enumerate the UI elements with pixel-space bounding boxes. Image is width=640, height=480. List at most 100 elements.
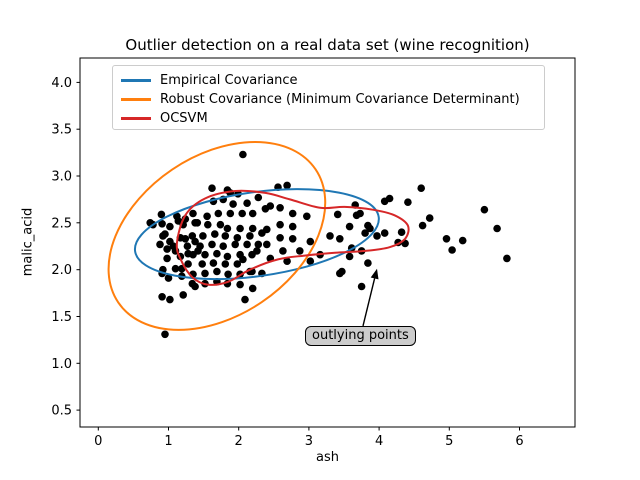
scatter-point: [248, 209, 257, 218]
scatter-point: [231, 240, 239, 249]
scatter-point: [336, 235, 344, 243]
scatter-point: [158, 293, 166, 301]
scatter-point: [191, 282, 199, 291]
scatter-point: [221, 260, 230, 268]
y-tick-label: 4.0: [51, 76, 72, 91]
scatter-point: [164, 274, 173, 282]
scatter-point: [356, 209, 364, 218]
scatter-point: [166, 237, 174, 246]
scatter-point: [254, 193, 263, 202]
scatter-point: [266, 202, 275, 210]
scatter-point: [183, 242, 192, 250]
scatter-point: [188, 232, 197, 240]
scatter-point: [223, 252, 232, 261]
scatter-point: [208, 240, 216, 249]
legend-label: Empirical Covariance: [160, 73, 298, 88]
scatter-point: [243, 199, 251, 207]
scatter-point: [236, 280, 244, 289]
scatter-point: [283, 257, 291, 266]
scatter-point: [208, 184, 216, 192]
scatter-point: [181, 235, 190, 243]
scatter-point: [385, 194, 394, 203]
scatter-point: [199, 232, 207, 240]
scatter-point: [246, 232, 254, 240]
scatter-point: [213, 249, 221, 258]
scatter-point: [159, 232, 167, 240]
y-tick-label: 3.0: [51, 170, 72, 185]
scatter-point: [248, 284, 257, 293]
legend-line-swatch: [121, 79, 151, 82]
scatter-point: [503, 254, 511, 263]
scatter-point: [156, 240, 164, 249]
scatter-point: [191, 237, 199, 246]
scatter-point: [241, 295, 249, 304]
scatter-point: [480, 205, 489, 214]
scatter-point: [243, 240, 251, 249]
legend-item: Robust Covariance (Minimum Covariance De…: [121, 90, 544, 109]
scatter-point: [254, 240, 263, 249]
scatter-point: [458, 236, 467, 245]
x-axis-label: ash: [316, 450, 339, 465]
scatter-point: [493, 224, 501, 233]
scatter-point: [442, 235, 451, 243]
scatter-point: [404, 198, 412, 206]
y-tick-label: 0.5: [51, 404, 72, 419]
scatter-point: [283, 181, 291, 190]
annotation-arrow-line: [362, 278, 376, 327]
scatter-point: [345, 222, 354, 231]
legend-label: OCSVM: [160, 111, 208, 126]
scatter-point: [238, 209, 246, 218]
scatter-point: [248, 224, 257, 233]
x-tick-label: 6: [515, 434, 523, 449]
scatter-point: [233, 260, 242, 268]
scatter-point: [171, 264, 180, 273]
scatter-point: [397, 228, 406, 236]
scatter-point: [223, 224, 232, 233]
scatter-point: [179, 291, 187, 299]
legend: Empirical Covariance Robust Covariance (M…: [112, 65, 545, 130]
scatter-point: [219, 242, 227, 250]
scatter-point: [163, 254, 171, 263]
x-tick-label: 4: [375, 434, 383, 449]
scatter-point: [229, 200, 237, 208]
x-tick-label: 5: [445, 434, 453, 449]
scatter-point: [204, 220, 212, 229]
scatter-point: [198, 260, 206, 268]
scatter-point: [221, 232, 230, 240]
empirical-covariance-contour: [133, 188, 380, 281]
scatter-point: [253, 247, 261, 255]
scatter-point: [326, 232, 334, 240]
scatter-point: [216, 220, 225, 229]
legend-item: Empirical Covariance: [121, 71, 544, 90]
scatter-point: [279, 247, 287, 255]
scatter-point: [364, 221, 372, 230]
scatter-point: [276, 204, 284, 212]
scatter-point: [201, 269, 209, 278]
scatter-point: [263, 240, 271, 249]
scatter-point: [157, 210, 166, 219]
scatter-point: [166, 222, 174, 231]
scatter-point: [211, 230, 219, 238]
x-tick-label: 0: [94, 434, 102, 449]
scatter-point: [174, 217, 183, 225]
scatter-point: [213, 267, 221, 276]
scatter-point: [338, 267, 346, 276]
scatter-point: [333, 210, 342, 219]
scatter-point: [288, 209, 297, 218]
chart-title: Outlier detection on a real data set (wi…: [125, 36, 530, 54]
scatter-point: [276, 234, 284, 242]
scatter-point: [357, 282, 366, 291]
x-tick-label: 3: [305, 434, 313, 449]
y-tick-label: 3.5: [51, 123, 72, 138]
scatter-point: [214, 209, 223, 218]
scatter-point: [233, 234, 242, 242]
annotation-arrow-head: [370, 268, 379, 280]
scatter-point: [276, 220, 284, 229]
legend-line-swatch: [121, 98, 151, 101]
scatter-point: [306, 257, 315, 266]
scatter-point: [189, 209, 197, 218]
scatter-point: [224, 270, 232, 279]
scatter-point: [161, 330, 169, 339]
scatter-point: [209, 259, 218, 267]
robust-covariance-contour: [107, 140, 327, 331]
